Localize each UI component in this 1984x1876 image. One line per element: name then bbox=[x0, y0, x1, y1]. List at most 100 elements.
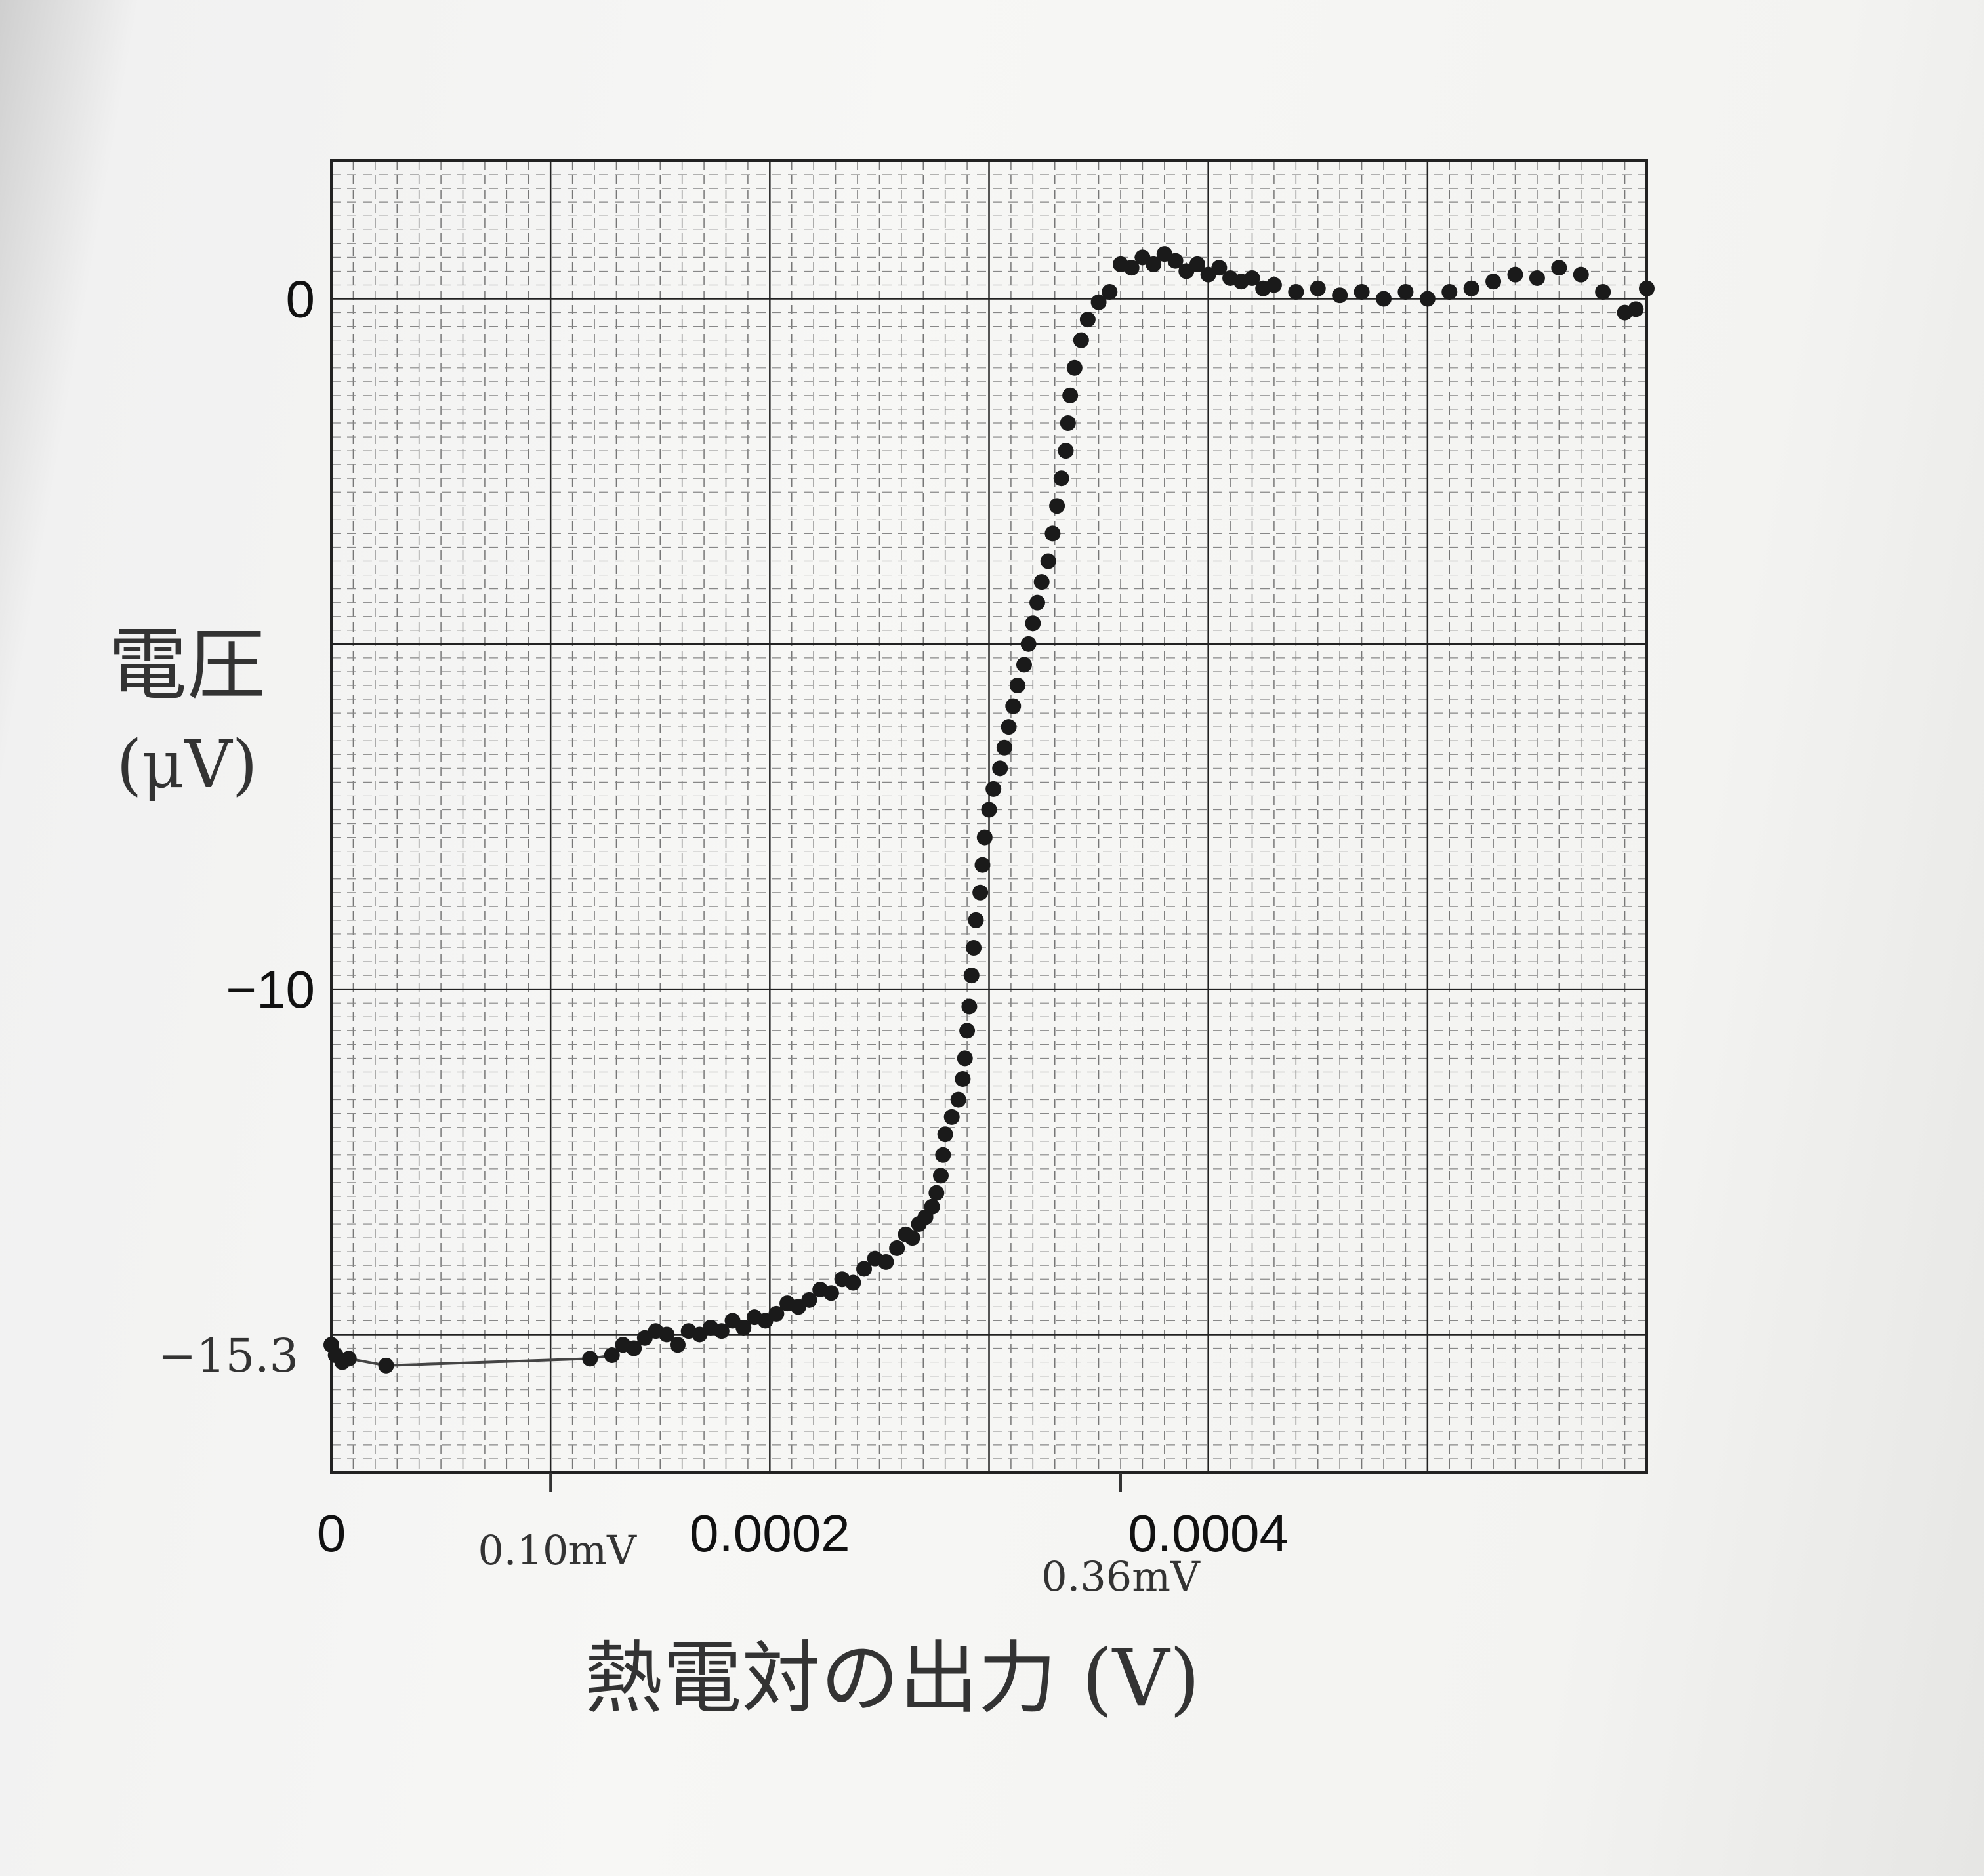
data-point bbox=[604, 1347, 620, 1364]
data-point bbox=[768, 1305, 785, 1322]
data-point bbox=[1310, 280, 1326, 296]
data-point bbox=[1102, 284, 1118, 300]
data-point bbox=[845, 1274, 861, 1291]
data-point bbox=[1073, 332, 1089, 348]
data-point bbox=[1016, 657, 1032, 673]
data-point bbox=[1595, 284, 1611, 300]
data-point bbox=[1189, 256, 1205, 272]
data-point bbox=[801, 1292, 817, 1308]
major-grid bbox=[331, 161, 1647, 1473]
data-point bbox=[713, 1323, 730, 1339]
data-point bbox=[904, 1230, 920, 1246]
data-point bbox=[856, 1261, 873, 1277]
y-tick-label: 0 bbox=[286, 270, 316, 329]
data-point bbox=[341, 1351, 357, 1367]
data-point bbox=[1123, 260, 1140, 276]
data-point bbox=[1167, 253, 1184, 269]
data-point bbox=[937, 1126, 953, 1143]
data-point bbox=[1244, 270, 1260, 286]
minor-grid bbox=[331, 161, 1647, 1473]
annotation-label: 0.10mV bbox=[478, 1526, 637, 1574]
data-point bbox=[924, 1198, 940, 1215]
data-point bbox=[985, 781, 1002, 797]
plot-frame bbox=[330, 159, 1648, 1474]
data-point bbox=[669, 1337, 686, 1353]
data-point bbox=[996, 739, 1012, 756]
x-tick-label: 0.0002 bbox=[690, 1504, 850, 1562]
data-point bbox=[972, 884, 989, 901]
data-point bbox=[1485, 274, 1502, 290]
data-point bbox=[1332, 287, 1348, 304]
data-point bbox=[1053, 470, 1069, 487]
data-point bbox=[626, 1340, 642, 1356]
data-point bbox=[959, 1023, 976, 1039]
data-point bbox=[963, 968, 980, 984]
x-tick-label: 0.0004 bbox=[1128, 1504, 1289, 1562]
data-point bbox=[1066, 359, 1083, 376]
data-point bbox=[992, 760, 1008, 777]
data-point bbox=[1463, 280, 1479, 296]
annotation-label: 0.36mV bbox=[1041, 1553, 1201, 1601]
annotation-label: −15.3 bbox=[157, 1329, 299, 1383]
data-point bbox=[981, 802, 997, 818]
data-point bbox=[1020, 636, 1037, 652]
data-point bbox=[1044, 525, 1061, 542]
data-point bbox=[1639, 280, 1655, 296]
data-point bbox=[1058, 443, 1074, 459]
data-points bbox=[323, 246, 1655, 1374]
data-point bbox=[1266, 277, 1282, 293]
data-point bbox=[1507, 266, 1523, 283]
data-point bbox=[823, 1285, 839, 1301]
data-point bbox=[889, 1240, 905, 1256]
data-point bbox=[1441, 284, 1458, 300]
data-point bbox=[735, 1319, 752, 1336]
x-tick-labels: 0 0.0002 0.0004 bbox=[317, 1504, 1289, 1562]
data-point bbox=[1062, 387, 1079, 403]
data-point bbox=[1551, 260, 1567, 276]
data-point bbox=[1029, 594, 1046, 611]
data-point bbox=[935, 1147, 951, 1163]
data-point bbox=[1354, 284, 1370, 300]
data-point bbox=[955, 1071, 971, 1087]
data-point bbox=[928, 1185, 945, 1201]
data-point bbox=[1146, 256, 1162, 272]
data-point bbox=[1079, 312, 1096, 328]
data-point bbox=[966, 940, 982, 956]
data-point bbox=[1397, 284, 1414, 300]
data-point bbox=[1573, 266, 1589, 283]
data-point bbox=[961, 998, 978, 1015]
data-point bbox=[1001, 719, 1017, 735]
data-point bbox=[950, 1091, 966, 1108]
data-point bbox=[968, 912, 984, 928]
data-point bbox=[1025, 615, 1041, 632]
data-point bbox=[582, 1351, 598, 1367]
data-point bbox=[1009, 678, 1025, 693]
data-point bbox=[1040, 553, 1056, 569]
data-point bbox=[378, 1357, 394, 1374]
data-point bbox=[1090, 294, 1107, 310]
data-point bbox=[1211, 260, 1228, 276]
y-tick-label: −10 bbox=[226, 960, 315, 1019]
annotations: 0.10mV 0.36mV −15.3 bbox=[157, 1329, 1201, 1601]
data-point bbox=[1376, 291, 1392, 307]
x-axis-label: 熱電対の出力 (V) bbox=[585, 1633, 1200, 1724]
data-point bbox=[1419, 291, 1436, 307]
y-axis-label: 電圧 bbox=[108, 620, 266, 711]
data-point bbox=[943, 1109, 960, 1125]
data-point bbox=[1060, 415, 1076, 431]
data-point bbox=[976, 829, 993, 846]
data-point bbox=[1628, 301, 1644, 317]
data-point bbox=[659, 1326, 675, 1343]
data-point bbox=[1033, 574, 1050, 590]
data-point bbox=[1529, 270, 1545, 286]
data-point bbox=[1049, 498, 1065, 514]
y-tick-labels: 0 −10 bbox=[226, 270, 315, 1019]
y-axis-unit: (μV) bbox=[116, 726, 257, 803]
data-point bbox=[1005, 698, 1022, 714]
data-point bbox=[957, 1050, 973, 1067]
data-point bbox=[974, 857, 991, 873]
x-tick-label: 0 bbox=[317, 1504, 346, 1562]
data-point bbox=[878, 1254, 894, 1270]
data-point bbox=[932, 1168, 949, 1184]
